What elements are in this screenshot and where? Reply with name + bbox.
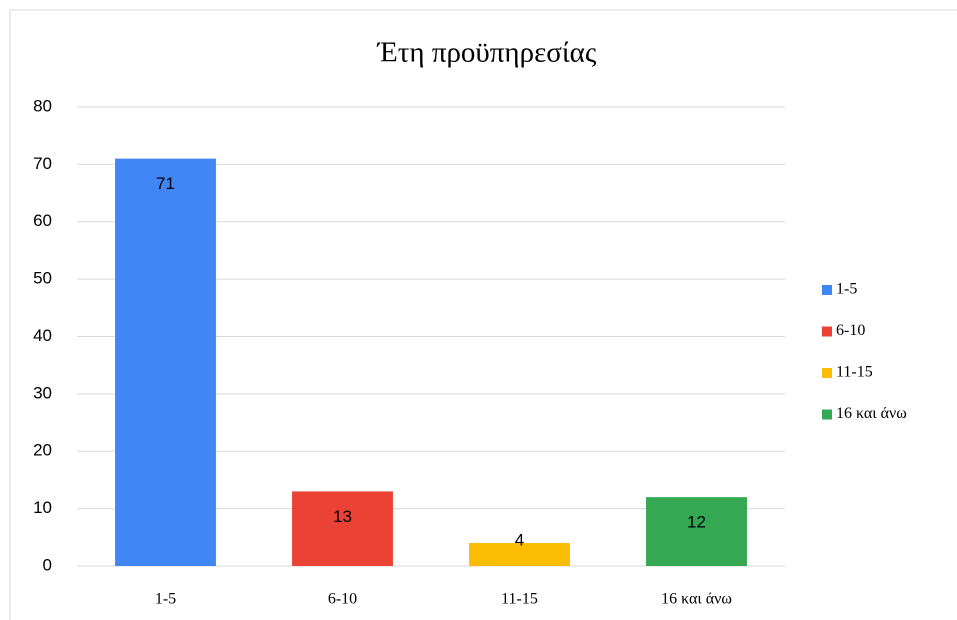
y-tick-label: 50 xyxy=(33,269,52,288)
data-label: 71 xyxy=(156,174,175,193)
data-label: 12 xyxy=(687,513,706,532)
x-tick-label: 16 και άνω xyxy=(661,591,732,608)
chart-title: Έτη προϋπηρεσίας xyxy=(376,37,597,69)
legend-label: 11-15 xyxy=(836,364,873,381)
bar xyxy=(646,497,747,566)
x-tick-label: 6-10 xyxy=(328,591,357,608)
bar xyxy=(469,543,570,566)
y-tick-label: 0 xyxy=(43,555,52,574)
legend-label: 1-5 xyxy=(836,281,857,298)
data-label: 4 xyxy=(515,531,524,550)
legend-swatch xyxy=(822,368,832,378)
legend-swatch xyxy=(822,326,832,337)
y-tick-label: 40 xyxy=(33,326,52,345)
bar xyxy=(115,158,216,566)
data-label: 13 xyxy=(333,507,352,526)
x-tick-label: 11-15 xyxy=(501,591,538,608)
legend-swatch xyxy=(822,409,832,420)
y-tick-label: 80 xyxy=(33,96,52,115)
legend-label: 6-10 xyxy=(836,322,865,339)
x-tick-label: 1-5 xyxy=(155,591,176,608)
legend-label: 16 και άνω xyxy=(836,405,907,422)
legend-swatch xyxy=(822,285,832,295)
y-tick-label: 60 xyxy=(33,211,52,230)
bar xyxy=(292,491,393,566)
y-tick-label: 30 xyxy=(33,383,52,402)
y-tick-label: 70 xyxy=(33,154,52,173)
y-tick-label: 20 xyxy=(33,441,52,460)
y-tick-label: 10 xyxy=(33,498,52,517)
